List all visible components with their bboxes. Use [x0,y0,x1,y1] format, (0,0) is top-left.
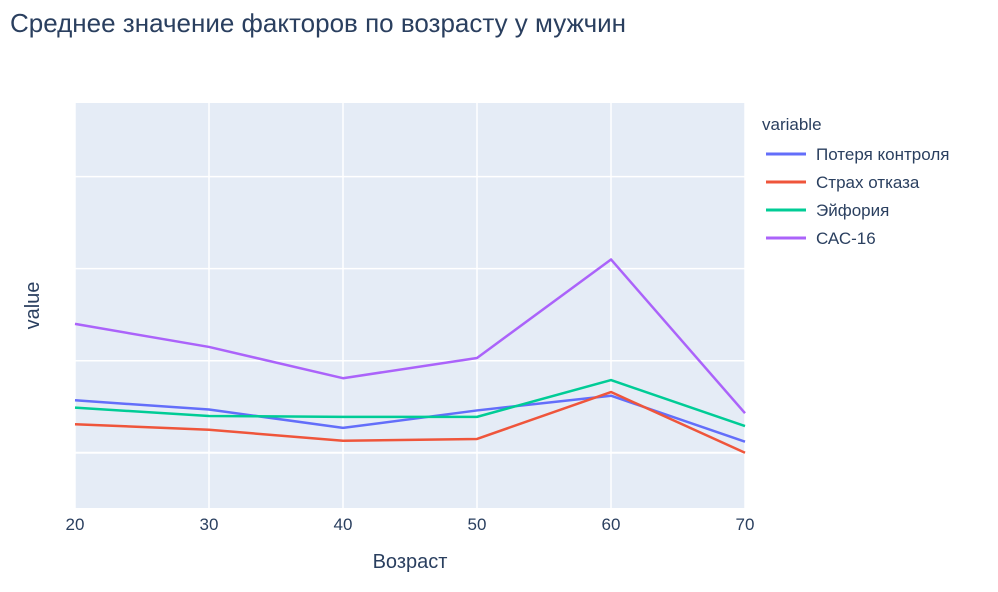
x-tick-label: 40 [334,515,353,534]
x-tick-label: 30 [200,515,219,534]
legend-item-3[interactable]: САС-16 [766,229,876,248]
x-tick-label: 50 [468,515,487,534]
series-lines [74,258,746,454]
legend-item-2[interactable]: Эйфория [766,201,889,220]
series-line-2[interactable] [74,378,746,428]
y-axis-title: value [22,282,44,330]
legend-label: Потеря контроля [816,145,949,164]
x-tick-label: 20 [66,515,85,534]
series-line-3[interactable] [74,258,746,415]
x-axis-title: Возраст [373,551,448,573]
x-tick-labels: 20 30 40 50 60 70 [66,515,755,534]
x-tick-label: 70 [736,515,755,534]
legend-item-1[interactable]: Страх отказа [766,173,920,192]
chart-title: Среднее значение факторов по возрасту у … [10,8,627,38]
legend-label: Эйфория [816,201,889,220]
legend-label: САС-16 [816,229,876,248]
legend[interactable]: variable Потеря контроля Страх отказа Эйфо… [762,115,949,248]
plot-background [75,103,745,508]
legend-label: Страх отказа [816,173,920,192]
series-line-1[interactable] [74,390,746,454]
legend-item-0[interactable]: Потеря контроля [766,145,949,164]
gridlines [74,103,746,508]
x-tick-label: 60 [602,515,621,534]
legend-title: variable [762,115,822,134]
